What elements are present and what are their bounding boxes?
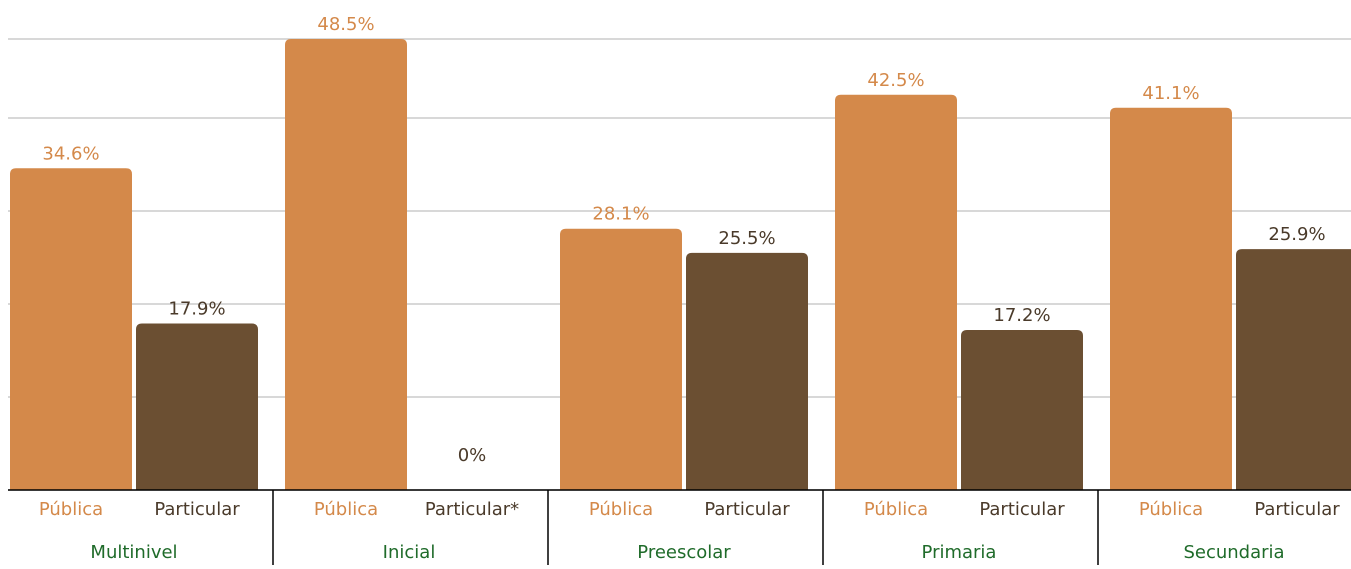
bar	[136, 323, 258, 490]
value-label: 28.1%	[592, 204, 649, 225]
value-label: 41.1%	[1142, 83, 1199, 104]
bar-label: Particular	[1254, 499, 1340, 520]
category-label: Preescolar	[637, 542, 731, 563]
bar	[285, 39, 407, 490]
value-label: 17.9%	[168, 299, 225, 320]
bar	[10, 168, 132, 490]
value-label: 42.5%	[867, 70, 924, 91]
bar	[835, 94, 957, 490]
value-label: 17.2%	[993, 305, 1050, 326]
bar-label: Pública	[1139, 499, 1203, 520]
bar-label: Pública	[39, 499, 103, 520]
bar-label: Particular	[979, 499, 1065, 520]
bar-label: Pública	[589, 499, 653, 520]
value-label: 25.9%	[1268, 224, 1325, 245]
value-label: 34.6%	[42, 143, 99, 164]
bar	[1236, 249, 1351, 490]
bar-label: Particular*	[425, 499, 519, 520]
bar-label: Particular	[704, 499, 790, 520]
category-label: Inicial	[383, 542, 436, 563]
value-label: 0%	[458, 445, 487, 466]
bar-label: Particular	[154, 499, 240, 520]
category-label: Multinivel	[90, 542, 177, 563]
bar	[560, 228, 682, 490]
category-label: Secundaria	[1183, 542, 1284, 563]
bar	[961, 330, 1083, 490]
value-label: 25.5%	[718, 228, 775, 249]
bar	[1110, 107, 1232, 490]
category-label: Primaria	[922, 542, 997, 563]
bar	[686, 252, 808, 490]
value-label: 48.5%	[317, 14, 374, 35]
bar-label: Pública	[864, 499, 928, 520]
bar-label: Pública	[314, 499, 378, 520]
